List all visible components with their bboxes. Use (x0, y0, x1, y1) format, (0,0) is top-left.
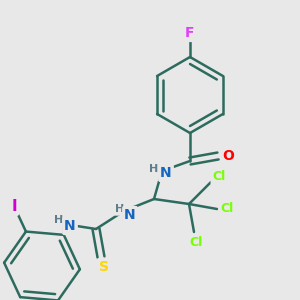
Text: Cl: Cl (220, 202, 234, 215)
Text: Cl: Cl (189, 236, 203, 248)
Text: N: N (64, 219, 76, 233)
Text: I: I (11, 199, 17, 214)
Text: H: H (54, 215, 64, 225)
Text: N: N (160, 166, 172, 180)
Text: Cl: Cl (212, 170, 226, 184)
Text: O: O (222, 149, 234, 163)
Text: S: S (99, 260, 109, 274)
Text: H: H (149, 164, 159, 174)
Text: N: N (124, 208, 136, 222)
Text: H: H (116, 204, 124, 214)
Text: F: F (185, 26, 195, 40)
